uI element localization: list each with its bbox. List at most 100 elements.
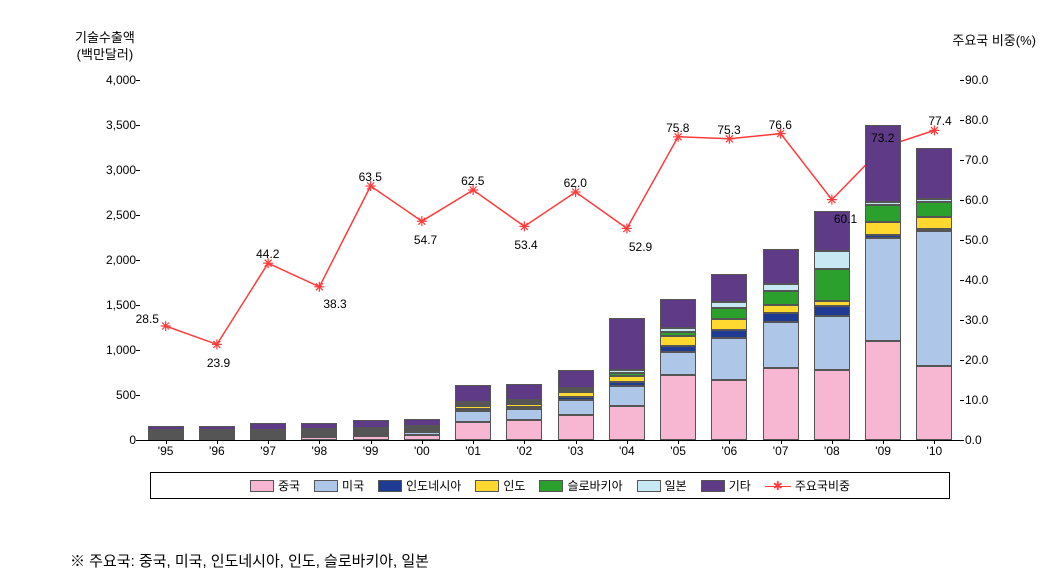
x-tick: '96 [197,444,237,458]
bar-group [558,370,594,440]
bar-segment-usa [763,322,799,368]
line-marker [827,195,837,205]
bar-group [814,211,850,440]
bar-segment-india [660,336,696,346]
bar-segment-indonesia [763,313,799,322]
bar-segment-slovakia [814,269,850,301]
bar-segment-usa [711,338,747,379]
x-tick: '99 [351,444,391,458]
bar-segment-china [609,406,645,440]
bar-segment-usa [609,386,645,406]
bar-segment-india [711,319,747,330]
y-right-tick: 20.0 [965,353,988,367]
x-tick: '08 [812,444,852,458]
bar-segment-china [506,420,542,440]
bar-group [148,426,184,441]
legend-item-indonesia: 인도네시아 [378,477,461,494]
x-tick: '09 [863,444,903,458]
bar-segment-china [763,368,799,440]
legend-swatch [475,480,499,492]
y-left-tick: 1,500 [86,298,136,312]
y-right-tick: 60.0 [965,193,988,207]
y-left-tick: 1,000 [86,343,136,357]
y-left-title-line1: 기술수출액 [75,30,135,45]
legend-item-other: 기타 [701,477,751,494]
line-marker [161,321,171,331]
bar-segment-usa [558,400,594,414]
bar-segment-slovakia [865,205,901,222]
legend-item-slovakia: 슬로바키아 [539,477,622,494]
legend-swatch [637,480,661,492]
x-tick: '06 [709,444,749,458]
bar-group [199,426,235,440]
bar-segment-india [865,222,901,235]
bar-segment-usa [660,352,696,375]
line-marker [417,216,427,226]
bar-segment-usa [814,316,850,370]
legend: 중국미국인도네시아인도슬로바키아일본기타✱주요국비중 [150,472,950,499]
legend-label: 미국 [342,477,364,494]
bar-group [711,274,747,440]
bar-segment-other [763,249,799,284]
line-value-label: 63.5 [359,170,382,184]
bar-segment-other [558,370,594,388]
y-left-tick: 500 [86,388,136,402]
bar-segment-other [506,384,542,399]
y-right-tick: 10.0 [965,393,988,407]
bar-segment-usa [916,231,952,366]
line-marker [519,221,529,231]
line-value-label: 54.7 [414,233,437,247]
bar-segment-other [455,385,491,402]
bar-segment-china [455,422,491,440]
bar-group [506,384,542,440]
line-value-label: 38.3 [323,297,346,311]
line-marker [314,282,324,292]
legend-swatch [539,480,563,492]
x-tick: '07 [761,444,801,458]
legend-item-usa: 미국 [314,477,364,494]
line-value-label: 62.0 [564,176,587,190]
bar-segment-indonesia [814,306,850,316]
bar-group [404,419,440,440]
x-tick: '01 [453,444,493,458]
y-left-tick: 0 [86,433,136,447]
legend-item-china: 중국 [250,477,300,494]
x-tick: '95 [146,444,186,458]
line-value-label: 44.2 [256,247,279,261]
x-tick: '05 [658,444,698,458]
bar-segment-other [916,148,952,199]
bar-segment-other [660,299,696,328]
bar-segment-china [916,366,952,440]
bar-segment-china [660,375,696,440]
y-left-tick: 4,000 [86,73,136,87]
line-value-label: 77.4 [928,114,951,128]
bar-segment-usa [506,409,542,420]
y-left-tick: 3,000 [86,163,136,177]
bar-group [609,318,645,440]
chart-container: 기술수출액 (백만달러) 주요국 비중(%) 중국미국인도네시아인도슬로바키아일… [20,20,1036,510]
x-tick: '00 [402,444,442,458]
x-tick: '02 [504,444,544,458]
line-value-label: 75.8 [666,121,689,135]
bar-group [763,249,799,440]
bar-segment-other [353,420,389,427]
legend-item-india: 인도 [475,477,525,494]
legend-label: 인도 [503,477,525,494]
bar-segment-japan [814,251,850,269]
x-tick: '03 [556,444,596,458]
bar-segment-usa [455,411,491,422]
bar-segment-china [865,341,901,440]
line-value-label: 62.5 [461,174,484,188]
legend-label: 일본 [665,477,687,494]
legend-label: 기타 [729,477,751,494]
y-left-tick: 3,500 [86,118,136,132]
bar-segment-indonesia [711,330,747,338]
bar-segment-other [250,423,286,430]
bar-segment-slovakia [763,291,799,305]
legend-swatch [314,480,338,492]
x-tick: '10 [914,444,954,458]
y-left-tick: 2,500 [86,208,136,222]
y-right-tick: 50.0 [965,233,988,247]
y-left-title-line2: (백만달러) [77,47,134,62]
legend-swatch [250,480,274,492]
